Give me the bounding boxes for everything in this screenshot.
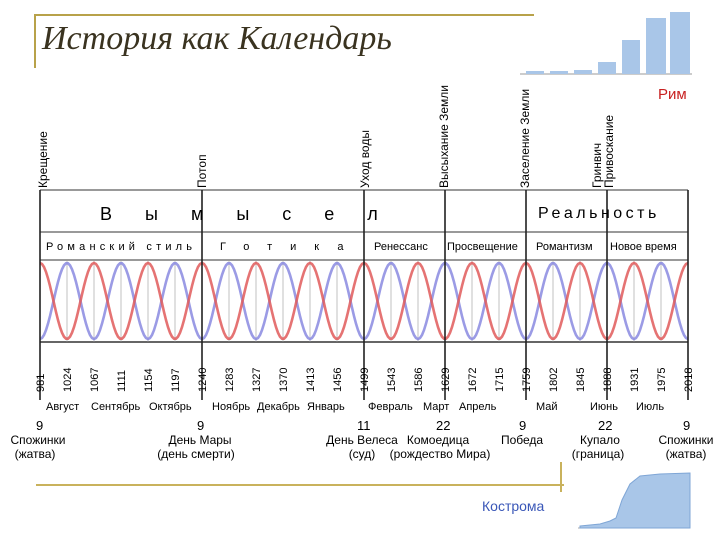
year-label: 1111 bbox=[116, 370, 128, 392]
rome-bar bbox=[622, 40, 640, 74]
event-label: Гринвич bbox=[590, 143, 604, 188]
rome-chart-thumbnail bbox=[520, 12, 692, 75]
style-label: Ренессанс bbox=[374, 241, 428, 253]
month-label: Декабрь bbox=[257, 401, 300, 413]
year-label: 1845 bbox=[575, 368, 587, 392]
day-number: 22 bbox=[436, 418, 450, 433]
year-label: 2018 bbox=[683, 368, 695, 392]
kostroma-chart-thumbnail bbox=[578, 472, 691, 529]
era-reality: Реальность bbox=[538, 205, 660, 222]
year-label: 1154 bbox=[143, 368, 155, 392]
event-label: Высыхание Земли bbox=[437, 85, 451, 188]
month-label: Сентябрь bbox=[91, 401, 141, 413]
year-label: 1802 bbox=[548, 368, 560, 392]
month-label: Ноябрь bbox=[212, 401, 250, 413]
style-label: Просвещение bbox=[447, 241, 518, 253]
holiday-note: (рождество Мира) bbox=[390, 447, 491, 461]
rome-bar bbox=[550, 71, 568, 74]
decor-line-bottom bbox=[36, 484, 564, 486]
event-label: Заселение Земли bbox=[518, 89, 532, 188]
year-label: 1759 bbox=[521, 368, 533, 392]
month-label: Февраль bbox=[368, 401, 413, 413]
month-labels: Август Сентябрь Октябрь Ноябрь Декабрь Я… bbox=[46, 401, 664, 413]
era-dividers bbox=[39, 190, 689, 400]
event-label: Крещение bbox=[36, 131, 50, 188]
page-title: История как Календарь bbox=[42, 20, 392, 57]
holiday-name: Победа bbox=[501, 433, 543, 447]
year-label: 1543 bbox=[386, 368, 398, 392]
holiday-note: (жатва) bbox=[666, 447, 707, 461]
year-label: 1456 bbox=[332, 368, 344, 392]
day-number: 22 bbox=[598, 418, 612, 433]
day-number: 11 bbox=[357, 418, 371, 433]
rome-bar bbox=[670, 12, 690, 74]
month-label: Март bbox=[423, 401, 449, 413]
year-label: 1283 bbox=[224, 368, 236, 392]
year-label: 1413 bbox=[305, 368, 317, 392]
year-label: 981 bbox=[35, 374, 47, 392]
holiday-note: (граница) bbox=[572, 447, 625, 461]
decor-line-left bbox=[34, 14, 36, 68]
year-label: 1240 bbox=[197, 368, 209, 392]
event-label: Уход воды bbox=[358, 130, 372, 188]
year-label: 1672 bbox=[467, 368, 479, 392]
holiday-note: (суд) bbox=[349, 447, 376, 461]
day-number: 9 bbox=[519, 418, 526, 433]
month-label: Май bbox=[536, 401, 558, 413]
day-number: 9 bbox=[683, 418, 690, 433]
year-label: 1024 bbox=[62, 368, 74, 392]
holiday-name: Купало bbox=[580, 433, 620, 447]
rome-bar bbox=[574, 70, 592, 74]
style-label: Новое время bbox=[610, 241, 677, 253]
holiday-labels: Спожинки (жатва) День Мары (день смерти)… bbox=[10, 433, 713, 461]
holiday-note: (день смерти) bbox=[157, 447, 234, 461]
style-label: Романтизм bbox=[536, 241, 593, 253]
month-label: Август bbox=[46, 401, 79, 413]
holiday-name: День Мары bbox=[168, 433, 231, 447]
holiday-name: Спожинки bbox=[658, 433, 713, 447]
holiday-name: Комоедица bbox=[407, 433, 470, 447]
style-label: Романский стиль bbox=[46, 241, 196, 253]
decor-line-top bbox=[34, 14, 534, 16]
rome-bar bbox=[598, 62, 616, 74]
year-label: 1715 bbox=[494, 368, 506, 392]
year-label: 1197 bbox=[170, 368, 182, 392]
day-number: 9 bbox=[36, 418, 43, 433]
month-label: Июнь bbox=[590, 401, 618, 413]
month-label: Июль bbox=[636, 401, 664, 413]
year-label: 1629 bbox=[440, 368, 452, 392]
event-label: Привоскание bbox=[602, 115, 616, 188]
year-label: 1975 bbox=[656, 368, 668, 392]
month-label: Октябрь bbox=[149, 401, 192, 413]
year-label: 1586 bbox=[413, 368, 425, 392]
rome-bar bbox=[526, 71, 544, 74]
year-label: 1327 bbox=[251, 368, 263, 392]
month-label: Апрель bbox=[459, 401, 497, 413]
day-number: 9 bbox=[197, 418, 204, 433]
rim-label: Рим bbox=[658, 86, 687, 103]
year-label: 1370 bbox=[278, 368, 290, 392]
holiday-note: (жатва) bbox=[15, 447, 56, 461]
year-labels: 981 1024 1067 1111 1154 1197 1240 1283 1327 1370 1… bbox=[35, 368, 695, 392]
kostroma-label: Кострома bbox=[482, 498, 545, 514]
decor-line-bottom-right bbox=[560, 462, 562, 492]
style-label: Готика bbox=[220, 241, 361, 253]
year-label: 1888 bbox=[602, 368, 614, 392]
month-label: Январь bbox=[307, 401, 345, 413]
year-label: 1067 bbox=[89, 368, 101, 392]
holiday-name: День Велеса bbox=[326, 433, 398, 447]
event-labels: Крещение Потоп Уход воды Высыхание Земли… bbox=[36, 85, 616, 188]
day-numbers: 9 9 11 22 9 22 9 bbox=[36, 418, 690, 433]
year-label: 1931 bbox=[629, 368, 641, 392]
era-fiction: В ы м ы с е л bbox=[100, 204, 392, 224]
event-label: Потоп bbox=[195, 154, 209, 188]
year-label: 1499 bbox=[359, 368, 371, 392]
rome-bar bbox=[646, 18, 666, 74]
holiday-name: Спожинки bbox=[10, 433, 65, 447]
